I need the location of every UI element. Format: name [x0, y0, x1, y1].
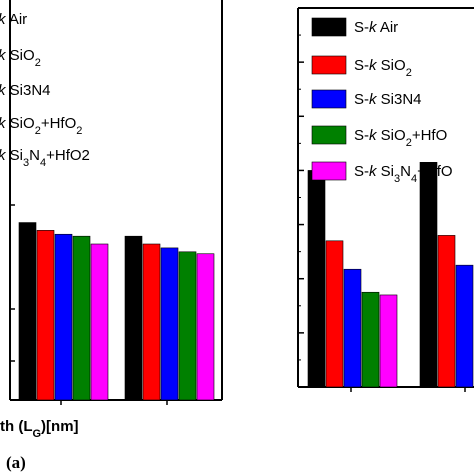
legend-subscript: 2 [35, 57, 41, 69]
legend-k: k [369, 127, 378, 144]
legend-label-0: S-k Air [354, 19, 398, 36]
right-bar-5-0 [419, 162, 438, 388]
legend-text-part: +HfO [417, 163, 452, 180]
legend-text-part: SiO [377, 127, 406, 144]
legend-k: k [0, 115, 7, 132]
right-bar-3-3 [361, 291, 380, 388]
right-bar-3-1 [325, 240, 344, 388]
legend-prefix: S- [354, 127, 369, 144]
legend-subscript: 2 [406, 67, 412, 79]
legend-text-part: Air [6, 11, 28, 28]
left-bar-7-4 [90, 243, 109, 401]
legend-k: k [369, 57, 378, 74]
right-legend-swatch-0 [311, 17, 347, 37]
legend-prefix: S- [354, 163, 369, 180]
left-x-label-sub: G [32, 428, 41, 440]
legend-subscript: 3 [394, 173, 400, 185]
right-legend-swatch-2 [311, 89, 347, 109]
legend-text-part: N [29, 147, 40, 164]
legend-label-1: S-k SiO2 [354, 57, 412, 79]
left-bar-10-4 [196, 253, 215, 401]
legend-text-part: +HfO [41, 115, 76, 132]
legend-text-part: Si [377, 163, 395, 180]
left-bar-10-1 [142, 243, 161, 401]
legend-prefix: S- [354, 19, 369, 36]
right-legend-swatch-1 [311, 55, 347, 75]
legend-text-part: +HfO [412, 127, 447, 144]
left-bar-7-2 [54, 233, 73, 401]
left-bar-7-1 [36, 230, 55, 401]
right-bar-5-2 [455, 264, 474, 388]
right-bar-5-1 [437, 235, 456, 388]
legend-label-4: S-k Si3N4+HfO [354, 163, 453, 185]
legend-k: k [369, 19, 378, 36]
left-bar-10-3 [178, 251, 197, 401]
left-bar-10-0 [124, 235, 143, 401]
right-bar-3-4 [379, 294, 398, 388]
legend-text-part: SiO [6, 47, 35, 64]
left-bar-7-0 [18, 222, 37, 401]
legend-text-part: N [400, 163, 411, 180]
left-x-label-part: th (L [0, 418, 32, 435]
legend-text-part: SiO [377, 57, 406, 74]
legend-label-1: k SiO2 [0, 47, 41, 69]
legend-label-3: k SiO2+HfO2 [0, 115, 82, 137]
left-x-axis-label: th (LG)[nm] [0, 418, 79, 440]
legend-subscript: 2 [35, 125, 41, 137]
left-x-label-part: )[nm] [41, 418, 79, 435]
legend-prefix: S- [354, 57, 369, 74]
legend-label-2: S-k Si3N4 [354, 91, 422, 108]
left-legend: k Airk SiO2k Si3N4k SiO2+HfO2k Si3N4+HfO… [0, 11, 90, 169]
right-legend-swatch-3 [311, 125, 347, 145]
right-bar-3-0 [307, 170, 326, 388]
legend-text-part: SiO [6, 115, 35, 132]
legend-subscript: 4 [411, 173, 417, 185]
legend-k: k [0, 47, 7, 64]
panel-label: (a) [6, 453, 26, 472]
legend-text-part: Air [377, 19, 399, 36]
legend-subscript: 2 [406, 137, 412, 149]
legend-subscript: 2 [76, 125, 82, 137]
legend-k: k [0, 11, 7, 28]
legend-label-0: k Air [0, 11, 27, 28]
left-bar-10-2 [160, 247, 179, 401]
legend-k: k [369, 91, 378, 108]
legend-prefix: S- [354, 91, 369, 108]
legend-subscript: 4 [40, 157, 46, 169]
legend-text-part: Si3N4 [6, 82, 51, 99]
legend-label-2: k Si3N4 [0, 82, 51, 99]
legend-label-3: S-k SiO2+HfO [354, 127, 447, 149]
left-bar-7-3 [72, 235, 91, 401]
left-chart-panel: th (LG)[nm]k Airk SiO2k Si3N4k SiO2+HfO2… [0, 0, 223, 440]
right-bar-3-2 [343, 268, 362, 388]
legend-text-part: Si [6, 147, 24, 164]
legend-k: k [369, 163, 378, 180]
legend-text-part: Si3N4 [377, 91, 422, 108]
legend-k: k [0, 82, 7, 99]
legend-subscript: 3 [23, 157, 29, 169]
legend-k: k [0, 147, 7, 164]
right-legend-swatch-4 [311, 161, 347, 181]
legend-text-part: +HfO2 [46, 147, 90, 164]
legend-label-4: k Si3N4+HfO2 [0, 147, 90, 169]
